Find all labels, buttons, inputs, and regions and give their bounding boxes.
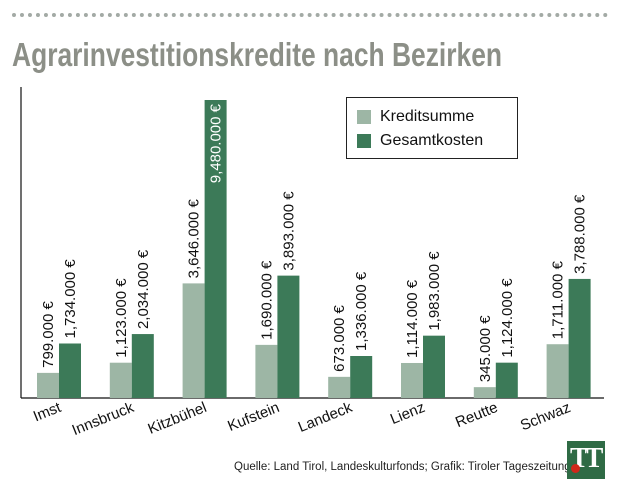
bar-kreditsumme: [109, 362, 132, 398]
bar-gesamtkosten: [423, 335, 445, 398]
category-label: Kitzbühel: [146, 399, 210, 438]
bar-gesamtkosten: [277, 275, 300, 398]
data-label: 1,690.000 €: [258, 260, 275, 340]
category-label: Imst: [31, 399, 64, 426]
data-label: 673.000 €: [331, 304, 348, 371]
bar-kreditsumme: [182, 283, 205, 398]
dotted-rule: [12, 13, 608, 17]
data-label: 1,983.000 €: [426, 251, 443, 331]
bar-gesamtkosten: [495, 362, 518, 398]
data-label: 3,788.000 €: [572, 194, 589, 274]
category-label: Innsbruck: [70, 399, 137, 439]
tt-logo: TT: [567, 441, 605, 479]
category-label: Landeck: [296, 399, 355, 436]
bar-gesamtkosten: [204, 100, 227, 398]
data-label: 799.000 €: [40, 300, 57, 367]
data-label: 1,114.000 €: [404, 279, 421, 358]
data-label: 345.000 €: [477, 315, 494, 382]
legend-item-kreditsumme: Kreditsumme: [357, 106, 474, 128]
legend-label-kreditsumme: Kreditsumme: [380, 108, 475, 125]
legend-swatch-gesamtkosten: [357, 134, 371, 148]
legend: Kreditsumme Gesamtkosten: [346, 97, 518, 159]
bar-kreditsumme: [473, 387, 496, 398]
data-label: 1,711.000 €: [550, 260, 567, 339]
logo-dot-icon: [571, 464, 580, 473]
bar-kreditsumme: [255, 344, 278, 398]
bar-kreditsumme: [401, 362, 423, 398]
legend-item-gesamtkosten: Gesamtkosten: [357, 130, 483, 152]
category-label: Lienz: [388, 399, 428, 428]
source-note: Quelle: Land Tirol, Landeskulturfonds; G…: [234, 461, 571, 473]
data-label: 3,893.000 €: [280, 191, 297, 271]
bar-gesamtkosten: [131, 334, 154, 398]
data-label: 1,124.000 €: [499, 278, 516, 358]
category-label: Schwaz: [518, 399, 573, 434]
data-label: 1,336.000 €: [353, 271, 370, 351]
category-label: Reutte: [453, 399, 500, 431]
bar-kreditsumme: [546, 344, 569, 398]
category-label: Kufstein: [225, 399, 282, 435]
chart-title: Agrarinvestitionskredite nach Bezirken: [12, 36, 503, 73]
legend-swatch-kreditsumme: [357, 110, 371, 124]
bar-gesamtkosten: [59, 343, 81, 398]
data-label: 2,034.000 €: [135, 249, 152, 329]
legend-label-gesamtkosten: Gesamtkosten: [380, 132, 484, 149]
data-label: 3,646.000 €: [186, 198, 203, 278]
data-label: 1,734.000 €: [62, 259, 79, 339]
data-label: 1,123.000 €: [113, 278, 130, 358]
bar-kreditsumme: [328, 376, 351, 398]
data-label: 9,480.000 €: [208, 103, 225, 183]
bar-gesamtkosten: [568, 278, 591, 398]
bar-kreditsumme: [37, 372, 59, 398]
bar-gesamtkosten: [350, 356, 373, 398]
